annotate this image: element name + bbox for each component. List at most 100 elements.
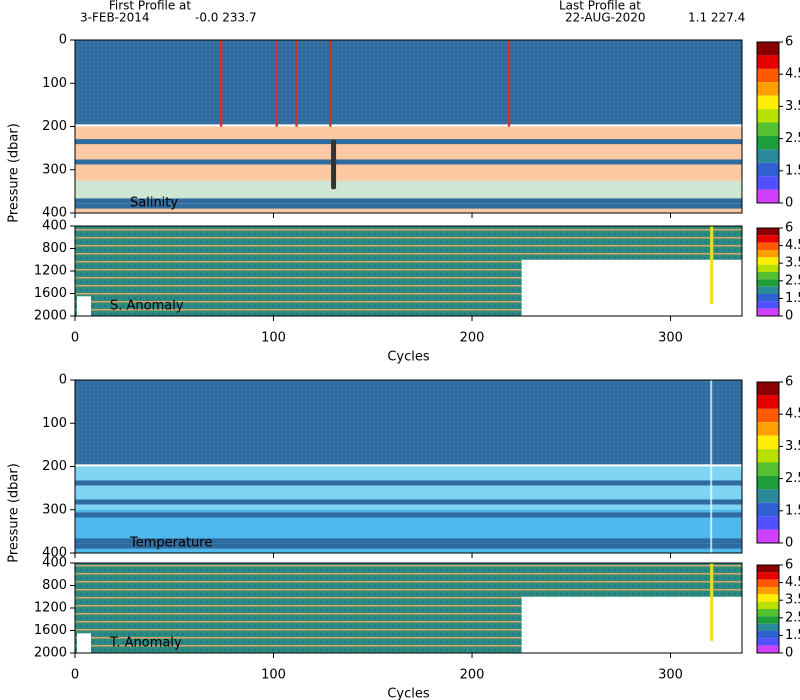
flag-line [219,40,223,127]
colorbar-cell [757,68,779,83]
colorbar-cell [757,435,779,450]
colorbar-cell [757,601,779,609]
y-tick-label: 1200 [34,264,67,279]
level-line [75,538,742,544]
colorbar-cell [757,631,779,639]
x-tick-label: 0 [71,668,79,683]
colorbar-frame [756,381,780,544]
colorbar-cell [757,109,779,123]
level-line [75,512,742,518]
level-line [75,159,742,165]
colorbar-cell [757,609,779,617]
colorbar-cell [757,294,779,302]
colorbar-tick-label: 2.5 [785,471,800,486]
x-tick-label: 100 [261,331,286,346]
colorbar-tick-label: 1.5 [785,163,800,178]
level-line [75,543,742,549]
colorbar-cell [757,502,779,517]
y-tick-label: 100 [42,416,67,431]
colorbar-cell [757,286,779,294]
colorbar-cell [757,572,779,580]
y-tick-label: 800 [42,578,67,593]
teal-band [75,180,742,201]
y-tick-label: 400 [42,546,67,561]
colorbar-cell [757,382,779,396]
colorbar-cell [757,122,779,136]
colorbar-frame [756,564,780,654]
y-tick-label: 1600 [34,623,67,638]
y-tick-label: 300 [42,162,67,177]
first-date: 3-FEB-2014 [80,11,150,25]
colorbar-cell [757,235,779,243]
colorbar-cell [757,176,779,190]
colorbar-tick-label: 0 [785,309,793,324]
x-axis-label: Cycles [387,350,430,365]
y-tick-label: 0 [59,373,67,388]
level-line [75,499,742,505]
colorbar-cell [757,565,779,573]
colorbar-cell [757,250,779,258]
colorbar-tick-label: 6 [785,558,793,573]
colorbar-tick-label: 4.5 [785,575,800,590]
colorbar-tick-label: 0 [785,646,793,661]
colorbar-cell [757,529,779,543]
colorbar-cell [757,308,779,316]
flag-line [295,40,298,127]
x-tick-label: 200 [460,331,485,346]
colorbar-cell [757,516,779,530]
y-tick-label: 800 [42,241,67,256]
y-axis-label: Pressure (dbar) [7,123,22,223]
colorbar-cell [757,645,779,653]
colorbar-tick-label: 3.5 [785,593,800,608]
flag-line [275,40,278,127]
x-tick-label: 300 [658,668,683,683]
colorbar-tick-label: 2.5 [785,273,800,288]
colorbar-tick-label: 1.5 [785,628,800,643]
colorbar-cell [757,462,779,476]
colorbar-frame [756,227,780,317]
colorbar-tick-label: 2.5 [785,610,800,625]
panel-label: T. Anomaly [109,636,182,651]
colorbar-tick-label: 0 [785,196,793,211]
colorbar-tick-label: 1.5 [785,503,800,518]
colorbar-tick-label: 6 [785,221,793,236]
colorbar-cell [757,257,779,265]
flag-line [507,40,511,127]
colorbar-cell [757,449,779,463]
spike [331,139,337,190]
y-tick-label: 400 [42,206,67,221]
colorbar-tick-label: 6 [785,375,793,390]
colorbar-tick-label: 6 [785,35,793,50]
y-tick-label: 200 [42,119,67,134]
y-tick-label: 300 [42,502,67,517]
colorbar-cell [757,82,779,96]
colorbar-cell [757,42,779,56]
x-tick-label: 300 [658,331,683,346]
colorbar-cell [757,228,779,236]
surface-band [75,40,742,125]
colorbar-cell [757,189,779,203]
colorbar-cell [757,395,779,409]
colorbar-tick-label: 2.5 [785,131,800,146]
x-tick-label: 200 [460,668,485,683]
colorbar-cell [757,475,779,490]
colorbar-cell [757,149,779,163]
colorbar-tick-label: 4.5 [785,238,800,253]
colorbar-cell [757,638,779,646]
x-tick-label: 0 [71,331,79,346]
y-axis-label: Pressure (dbar) [7,463,22,563]
colorbar-cell [757,95,779,110]
y-tick-label: 2000 [34,309,67,324]
y-tick-label: 200 [42,459,67,474]
panel-label: Salinity [130,196,178,211]
flag [710,563,714,641]
corner [77,633,91,653]
colorbar-tick-label: 4.5 [785,407,800,422]
colorbar-cell [757,408,779,423]
colorbar-frame [756,41,780,204]
first-values: -0.0 233.7 [195,11,257,25]
colorbar-tick-label: 0 [785,536,793,551]
flag [710,226,714,304]
colorbar-cell [757,422,779,436]
